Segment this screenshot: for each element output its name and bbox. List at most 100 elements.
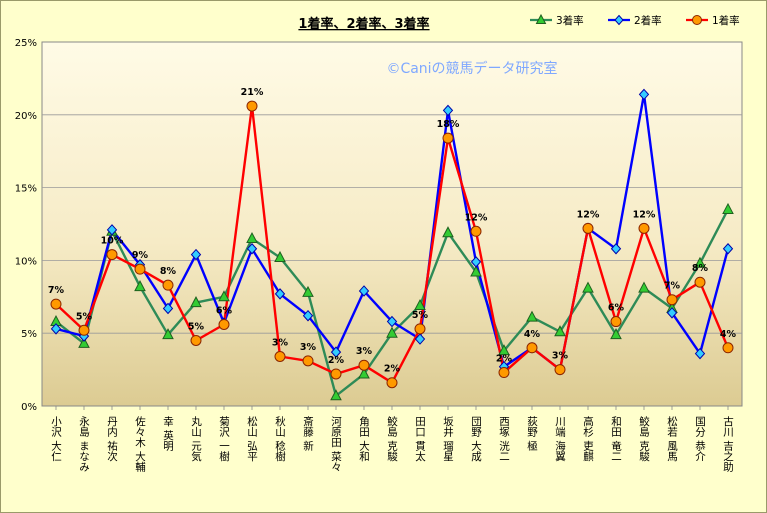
data-point: [526, 310, 538, 322]
legend-label: 2着率: [634, 14, 662, 27]
data-point: [666, 307, 678, 319]
x-tick-label: 菊沢 一樹: [218, 416, 230, 462]
data-point: [638, 222, 650, 234]
y-tick-label: 25%: [15, 38, 37, 49]
data-point: [526, 342, 538, 354]
x-tick-label: 鮫島 克駿: [386, 415, 398, 462]
y-tick-label: 0%: [21, 402, 37, 413]
data-point: [470, 265, 482, 277]
data-point: [666, 294, 678, 306]
data-point: [190, 248, 202, 261]
x-tick-label: 丸山 元気: [190, 415, 202, 462]
data-point: [442, 132, 454, 144]
data-point: [302, 309, 314, 322]
data-point: [554, 325, 566, 337]
data-point: [442, 226, 454, 238]
data-point: [414, 298, 426, 311]
y-tick-label: 15%: [15, 184, 37, 195]
data-label: 7%: [664, 281, 681, 292]
data-point: [442, 104, 454, 117]
data-point: [358, 359, 370, 371]
y-tick-label: 5%: [21, 329, 37, 340]
data-point: [694, 256, 706, 268]
x-tick-label: 小沢 大仁: [50, 416, 62, 461]
data-point: [50, 298, 62, 310]
x-tick-label: 団野 大成: [470, 416, 482, 462]
y-axis-ticks: 0% 5% 10% 15% 20% 25%: [15, 38, 37, 413]
data-label: 6%: [216, 305, 233, 316]
legend: 3着率 2着率 1着率: [530, 13, 740, 27]
data-label: 2%: [328, 355, 345, 366]
data-point: [414, 323, 426, 335]
chart-title: 1着率、2着率、3着率: [298, 16, 429, 32]
x-tick-label: 古川 吉之助: [722, 415, 734, 472]
data-label: 6%: [608, 303, 625, 314]
data-label: 3%: [300, 342, 317, 353]
data-point: [218, 290, 230, 302]
x-tick-label: 荻野 極: [526, 416, 538, 451]
x-tick-label: 坂井 瑠星: [442, 416, 454, 461]
x-tick-label: 高杉 吏麒: [582, 415, 594, 462]
x-tick-label: 丹内 祐次: [106, 416, 118, 462]
data-label: 8%: [692, 263, 709, 274]
data-point: [134, 280, 146, 292]
x-tick-label: 西塚 洸二: [498, 416, 510, 461]
x-tick-label: 幸 英明: [162, 416, 174, 452]
x-tick-label: 佐々木 大輔: [134, 415, 146, 472]
data-point: [274, 288, 286, 300]
data-point: [386, 315, 398, 328]
data-label: 3%: [356, 346, 373, 357]
data-label: 4%: [524, 329, 541, 340]
x-tick-label: 秋山 稔樹: [274, 415, 286, 462]
x-tick-label: 田口 貫太: [414, 416, 426, 462]
data-point: [554, 364, 566, 376]
data-label: 5%: [412, 310, 429, 321]
data-point: [190, 296, 202, 308]
x-tick-label: 国分 恭介: [694, 416, 706, 461]
data-point: [330, 389, 342, 401]
data-point: [302, 355, 314, 367]
data-point: [386, 377, 398, 389]
data-point: [274, 350, 286, 362]
data-point: [246, 231, 258, 244]
data-point: [610, 243, 622, 255]
data-label: 2%: [496, 354, 513, 365]
x-tick-label: 鮫島 克駿: [638, 415, 650, 462]
data-label: 12%: [577, 209, 600, 220]
data-point: [386, 326, 398, 338]
data-point: [330, 368, 342, 380]
data-point: [330, 346, 342, 358]
data-point: [610, 328, 622, 340]
data-point: [274, 250, 286, 262]
data-label: 12%: [633, 209, 656, 220]
data-point: [582, 222, 594, 234]
data-label: 7%: [48, 285, 65, 296]
data-label: 12%: [465, 212, 488, 223]
data-point: [246, 243, 258, 255]
data-point: [498, 367, 510, 379]
data-point: [106, 224, 118, 236]
data-label: 21%: [241, 87, 264, 98]
data-point: [162, 328, 174, 340]
x-tick-label: 松若 風馬: [666, 415, 678, 462]
data-point: [722, 202, 734, 214]
data-point: [302, 285, 314, 297]
x-tick-label: 角田 大和: [358, 416, 370, 462]
x-tick-label: 河原田 菜々: [330, 416, 342, 472]
data-point: [470, 256, 482, 268]
data-point: [638, 88, 650, 101]
data-point: [134, 263, 146, 275]
data-point: [498, 344, 510, 356]
data-point: [162, 279, 174, 291]
legend-label: 3着率: [556, 14, 584, 27]
series-markers: [50, 88, 734, 401]
data-point: [582, 281, 594, 293]
data-point: [414, 333, 426, 345]
data-point: [694, 276, 706, 288]
x-tick-label: 和田 竜二: [610, 416, 622, 461]
data-point: [162, 302, 174, 315]
data-label: 8%: [160, 266, 177, 277]
x-tick-label: 永島 まなみ: [78, 415, 90, 472]
data-point: [610, 316, 622, 328]
